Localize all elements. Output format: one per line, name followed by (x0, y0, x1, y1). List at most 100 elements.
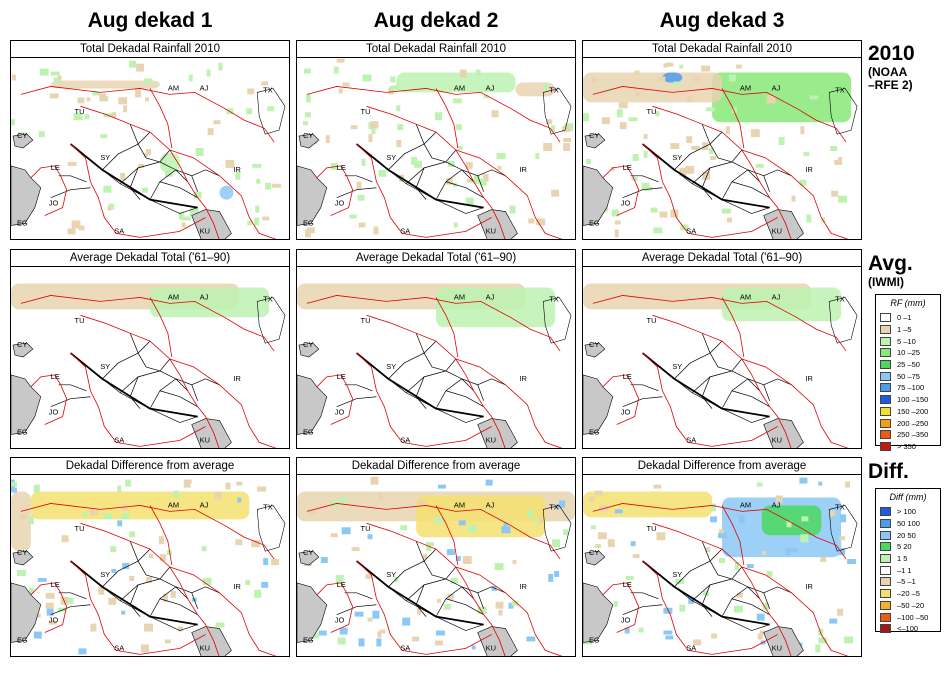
rainfall-speckle (601, 117, 610, 125)
rainfall-speckle (554, 570, 560, 577)
rainfall-speckle (746, 564, 754, 568)
rainfall-speckle (158, 536, 164, 545)
rainfall-speckle (265, 182, 272, 190)
legend-label: 5 20 (897, 542, 912, 552)
province-border (336, 187, 377, 198)
rainfall-speckle (511, 600, 519, 606)
legend-label: 250 –350 (897, 430, 929, 440)
country-border (642, 143, 778, 238)
rainfall-area (150, 287, 270, 318)
map-label-tu: TU (75, 316, 85, 325)
province-border (344, 175, 373, 183)
province-border (423, 560, 447, 580)
country-border (652, 314, 792, 448)
rainfall-speckle (207, 128, 214, 136)
rainfall-area (712, 72, 852, 123)
map-panel-title: Average Dekadal Total ('61–90) (11, 250, 289, 267)
legend-swatch (880, 383, 891, 393)
caspian-coast (828, 505, 858, 552)
rainfall-speckle (613, 600, 618, 607)
row-sublabel-noaa: (NOAA (868, 65, 908, 79)
legend-swatch (880, 542, 891, 552)
legend-label: 50 –75 (897, 371, 920, 381)
rainfall-speckle (181, 216, 191, 221)
rainfall-speckle (396, 140, 402, 148)
rainfall-speckle (365, 573, 373, 579)
province-border (388, 131, 437, 171)
country-border (602, 165, 640, 216)
province-border (159, 390, 198, 407)
country-border (20, 86, 275, 143)
rainfall-speckle (559, 500, 566, 508)
map-label-jo: JO (335, 408, 345, 417)
rainfall-speckle (411, 156, 418, 165)
rainfall-speckle (512, 560, 517, 565)
rainfall-speckle (261, 581, 269, 588)
rainfall-speckle (28, 587, 34, 594)
rainfall-speckle (838, 195, 848, 203)
legend-item: 100 –150 (876, 394, 940, 406)
map-label-tu: TU (647, 524, 657, 533)
rainfall-speckle (108, 597, 117, 605)
legend-item: > 350 (876, 441, 940, 453)
province-border (191, 169, 220, 177)
map-canvas: AM AJ TX TU CY SY IR LE JO EG SA KU (583, 62, 858, 239)
country-border (741, 149, 849, 239)
country-border (455, 358, 563, 448)
map-label-le: LE (623, 372, 632, 381)
rainfall-speckle (90, 623, 97, 632)
legend-item: 5 20 (876, 541, 940, 553)
map-label-ku: KU (200, 226, 210, 235)
rainfall-speckle (702, 142, 709, 150)
rainfall-speckle (679, 167, 687, 176)
rainfall-speckle (462, 556, 472, 565)
country-border (169, 149, 277, 239)
province-border (137, 560, 161, 580)
rainfall-speckle (544, 82, 549, 91)
rainfall-speckle (86, 97, 91, 102)
rainfall-speckle (225, 159, 235, 168)
province-border (129, 167, 141, 200)
rainfall-speckle (635, 91, 640, 97)
country-border (316, 165, 354, 216)
map-canvas: AM AJ TX TU CY SY IR LE JO EG SA KU (297, 476, 575, 656)
rainfall-speckle (262, 216, 270, 221)
rainfall-speckle (528, 218, 535, 224)
legend-item: <–100 (876, 623, 940, 635)
province-border (630, 592, 659, 600)
rainfall-speckle (477, 606, 487, 614)
province-border (102, 340, 151, 380)
map-panel-title: Average Dekadal Total ('61–90) (583, 250, 861, 267)
map-label-tu: TU (361, 107, 371, 116)
province-border (344, 384, 373, 392)
rainfall-speckle (838, 156, 843, 161)
rainfall-speckle (759, 630, 767, 635)
map-label-aj: AJ (772, 292, 781, 301)
province-border (50, 604, 91, 615)
rainfall-speckle (370, 476, 379, 485)
province-border (630, 175, 659, 183)
legend-label: 75 –100 (897, 383, 925, 393)
map-panel-title: Dekadal Difference from average (583, 458, 861, 475)
rainfall-speckle (818, 637, 828, 644)
rainfall-speckle (390, 76, 396, 83)
rainfall-speckle (501, 526, 511, 534)
country-border (169, 566, 277, 656)
iraq-border (70, 143, 198, 209)
rainfall-speckle (256, 178, 261, 184)
legend-swatch (880, 348, 891, 358)
map-canvas: AM AJ TX TU CY SY IR LE JO EG SA KU (11, 479, 286, 656)
rainfall-speckle (663, 630, 673, 635)
map-label-jo: JO (335, 199, 345, 208)
province-border (423, 352, 447, 372)
map-label-cy: CY (303, 340, 313, 349)
rainfall-speckle (214, 491, 222, 500)
rainfall-speckle (686, 136, 693, 144)
rainfall-speckle (497, 165, 502, 170)
map-panel-title: Dekadal Difference from average (11, 458, 289, 475)
province-border (445, 149, 457, 163)
rainfall-speckle (628, 117, 638, 122)
rainfall-speckle (339, 627, 348, 635)
province-border (137, 143, 161, 163)
map-label-le: LE (337, 163, 346, 172)
